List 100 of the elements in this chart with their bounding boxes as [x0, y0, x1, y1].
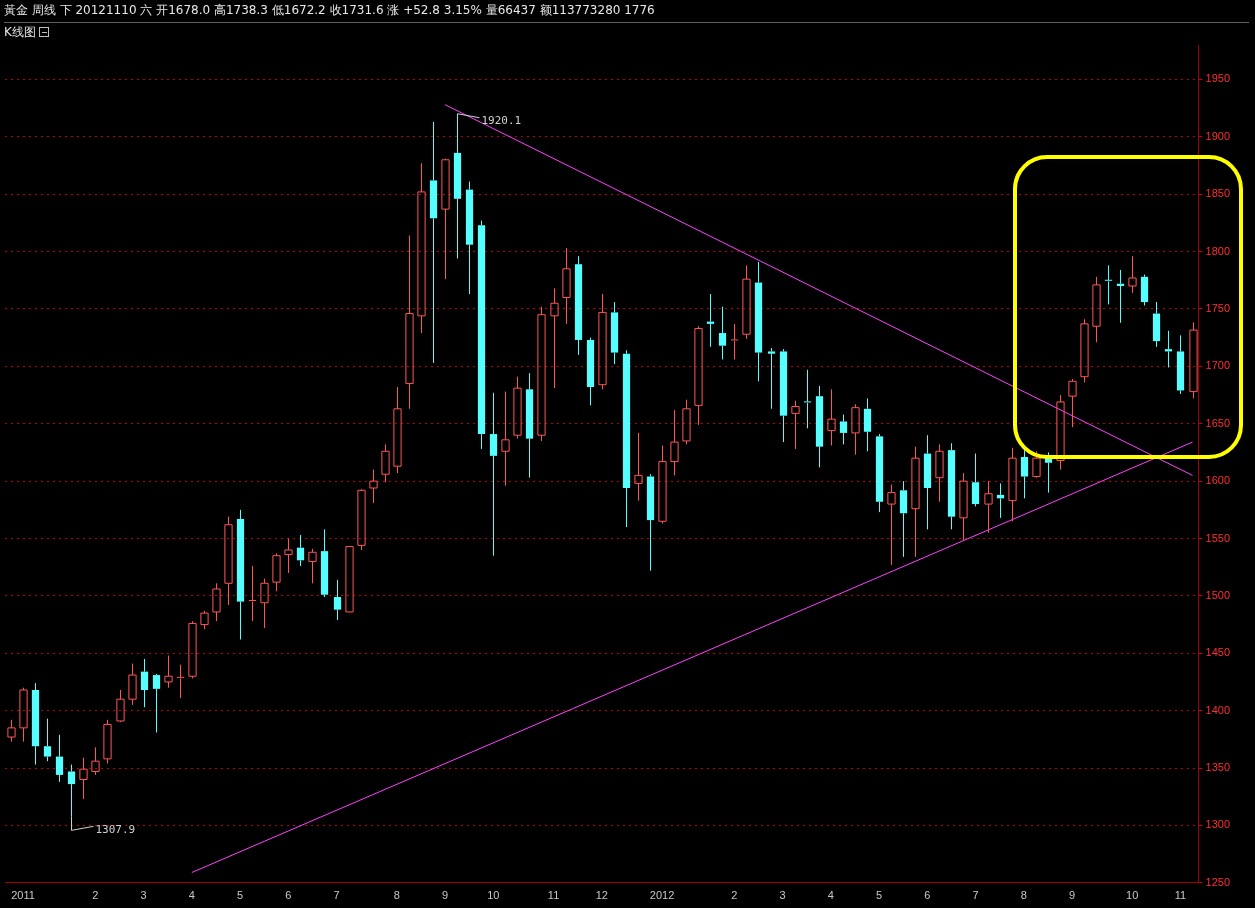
- y-tick-label: 1450: [1205, 646, 1231, 659]
- candlestick: [923, 434, 932, 530]
- candlestick: [441, 159, 450, 280]
- y-tick-label: 1400: [1205, 703, 1231, 716]
- x-tick-label: 2: [92, 889, 99, 902]
- candlestick: [453, 113, 462, 259]
- candlestick: [1020, 449, 1029, 499]
- candlestick: [1008, 447, 1017, 522]
- candlestick: [899, 480, 908, 558]
- x-tick-label: 3: [140, 889, 147, 902]
- candlestick: [296, 534, 305, 567]
- candlestick: [393, 386, 402, 474]
- candlestick: [598, 293, 607, 390]
- candlestick: [971, 453, 980, 507]
- candlestick: [1092, 276, 1101, 343]
- x-tick-label: 6: [924, 889, 931, 902]
- candlestick: [875, 433, 884, 513]
- x-tick-label: 8: [393, 889, 400, 902]
- candlestick: [1080, 318, 1089, 383]
- candlestick: [586, 337, 595, 406]
- candlestick: [429, 121, 438, 364]
- candlestick: [477, 220, 486, 450]
- y-tick-label: 1600: [1205, 474, 1231, 487]
- candlestick: [91, 746, 100, 776]
- x-tick-label: 5: [237, 889, 244, 902]
- y-tick-label: 1650: [1205, 416, 1231, 429]
- y-tick-label: 1300: [1205, 818, 1231, 831]
- x-tick-label: 4: [188, 889, 195, 902]
- candlestick: [863, 397, 872, 452]
- text: 1920.1: [481, 113, 522, 127]
- x-tick-label: 2012: [649, 889, 675, 902]
- x-tick-label: 10: [487, 889, 500, 902]
- candlestick: [730, 323, 739, 360]
- x-tick-label: 6: [285, 889, 292, 902]
- candlestick: [176, 664, 185, 699]
- x-tick-label: 8: [1020, 889, 1027, 902]
- candlestick: [501, 391, 510, 487]
- candlestick: [887, 484, 896, 566]
- candlestick: [381, 443, 390, 483]
- candlestick: [803, 369, 812, 429]
- candlestick: [513, 376, 522, 440]
- y-tick-label: 1350: [1205, 761, 1231, 774]
- candlestick: [815, 385, 824, 468]
- candlestick: [935, 443, 944, 503]
- x-tick-label: 9: [441, 889, 449, 902]
- candlestick: [622, 349, 631, 528]
- x-tick-label: 3: [779, 889, 786, 902]
- candlestick: [959, 472, 968, 542]
- candlestick: [236, 509, 245, 640]
- x-tick-label: 5: [875, 889, 883, 902]
- candlestick: [140, 658, 149, 708]
- candlestick: [248, 565, 257, 622]
- candlestick: [646, 473, 655, 572]
- candlestick: [1104, 264, 1113, 305]
- x-tick-label: 2: [731, 889, 738, 902]
- x-tick-label: 2011: [11, 889, 35, 902]
- candlestick: [164, 655, 173, 689]
- chart-title: 黃金 周线 下 20121110 六 开1678.0 高1738.3 低1672.2 收1731.6 涨 +52.8 3.15% 量66437 额113773280 1776: [4, 2, 1249, 23]
- y-tick-label: 1700: [1205, 359, 1231, 372]
- candlestick: [43, 718, 52, 762]
- candlestick: [754, 261, 763, 382]
- candlestick: [610, 301, 619, 365]
- x-tick-label: 11: [547, 889, 560, 902]
- candlestick: [55, 734, 64, 783]
- candlestick: [791, 400, 800, 450]
- candlestick: [465, 181, 474, 295]
- candlestick: [152, 675, 161, 733]
- candlestick: [984, 480, 993, 534]
- candlestick: [1140, 274, 1149, 307]
- candlestick: [1152, 301, 1161, 348]
- candlestick: [260, 578, 269, 629]
- candlestick: [670, 409, 679, 476]
- x-tick-label: 11: [1174, 889, 1187, 902]
- candlestick: [272, 552, 281, 592]
- candlestick: [742, 264, 751, 340]
- candlestick: [489, 392, 498, 557]
- candlestick: [1128, 255, 1137, 294]
- text: 1307.9: [95, 823, 136, 837]
- x-tick-label: 4: [827, 889, 834, 902]
- y-tick-label: 1750: [1205, 302, 1231, 314]
- candlestick: [767, 347, 776, 410]
- candlestick: [718, 306, 727, 360]
- candlestick: [333, 579, 342, 621]
- candlestick: [911, 446, 920, 558]
- candlestick: [658, 445, 667, 525]
- candlestick: [31, 682, 40, 766]
- candlestick: [417, 162, 426, 334]
- y-tick-label: 1950: [1205, 72, 1231, 85]
- candlestick: [574, 255, 583, 356]
- candlestick: [308, 548, 317, 584]
- candlestick: [562, 247, 571, 325]
- y-tick-label: 1900: [1205, 129, 1231, 142]
- candlestick: [839, 414, 848, 445]
- y-tick-label: 1550: [1205, 531, 1231, 544]
- x-tick-label: 12: [595, 889, 608, 902]
- y-tick-label: 1250: [1205, 875, 1231, 888]
- y-tick-label: 1850: [1205, 187, 1231, 200]
- candlestick: [694, 325, 703, 426]
- candlestick: [947, 442, 956, 530]
- candlestick: [79, 757, 88, 800]
